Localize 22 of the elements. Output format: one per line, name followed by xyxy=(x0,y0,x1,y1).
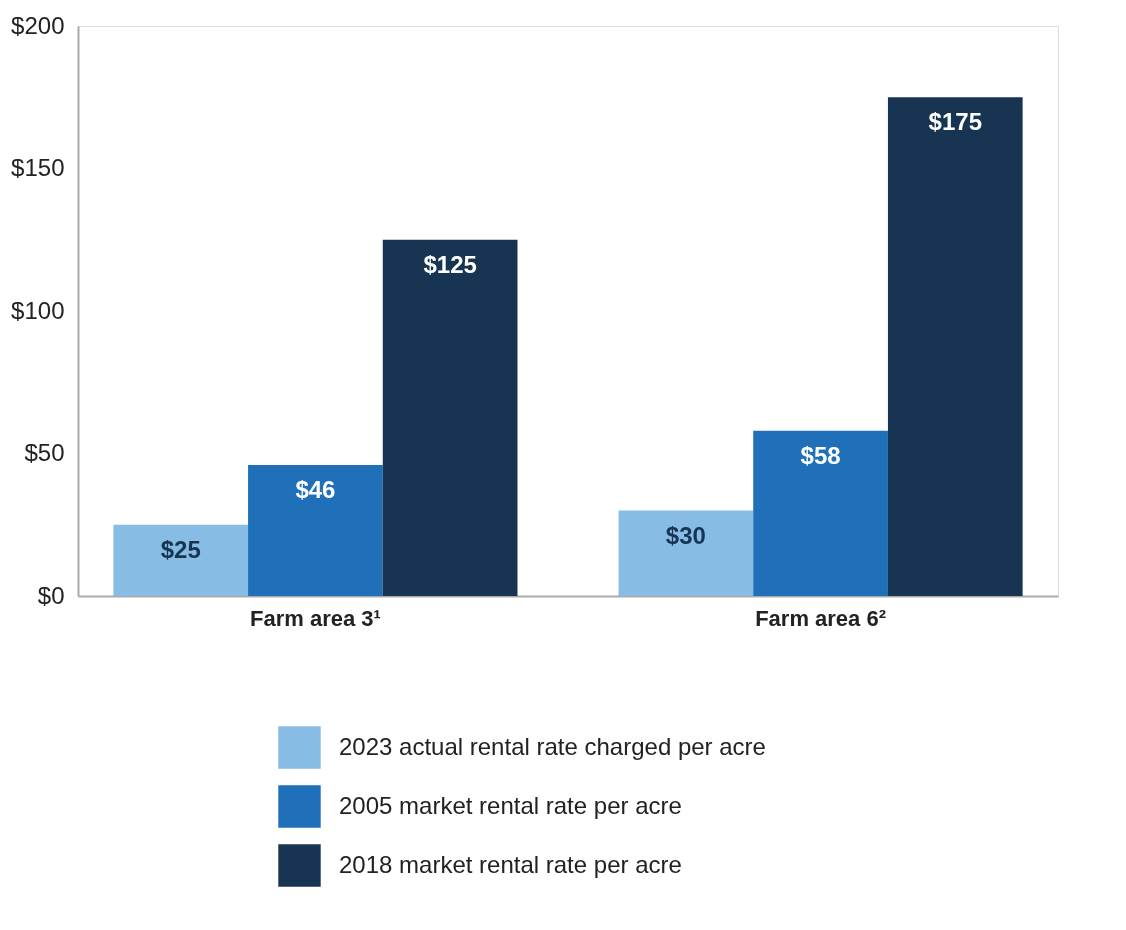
x-tick-label: Farm area 3¹ xyxy=(249,605,381,631)
y-tick-label: $100 xyxy=(11,296,65,324)
data-label: $25 xyxy=(160,535,201,563)
data-label: $125 xyxy=(423,250,477,278)
y-tick-label: $150 xyxy=(11,154,65,181)
y-tick-label: $0 xyxy=(37,581,65,609)
legend-label: 2023 actual rental rate charged per acre xyxy=(339,732,766,760)
legend-label: 2005 market rental rate per acre xyxy=(339,791,682,819)
legend-label: 2018 market rental rate per acre xyxy=(339,850,682,878)
x-tick-label: Farm area 6² xyxy=(755,605,887,631)
y-tick-label: $50 xyxy=(24,439,65,466)
bar xyxy=(618,510,754,596)
data-label: $46 xyxy=(295,475,336,503)
bar xyxy=(382,239,518,596)
data-label: $58 xyxy=(800,441,841,469)
bar xyxy=(113,524,249,596)
y-tick-label: $200 xyxy=(11,11,65,39)
data-label: $30 xyxy=(665,521,706,549)
data-label: $175 xyxy=(928,108,982,136)
bar xyxy=(753,430,888,596)
bar xyxy=(887,97,1023,596)
bar xyxy=(248,464,383,596)
